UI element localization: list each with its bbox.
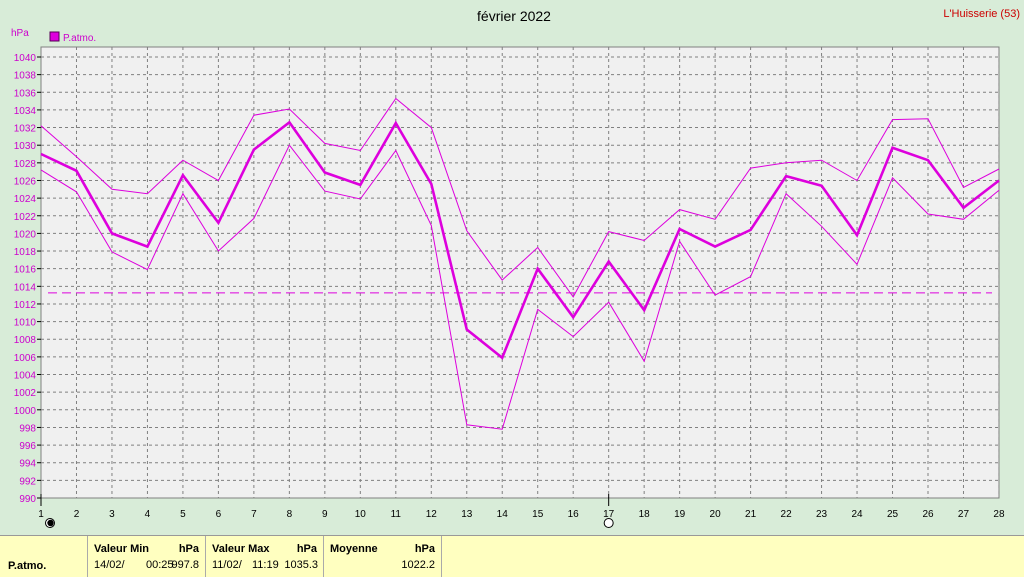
x-tick-label: 2 [74, 509, 80, 520]
pressure-chart: 9909929949969981000100210041006100810101… [11, 8, 1020, 528]
legend-label: P.atmo. [63, 33, 96, 44]
y-tick-label: 1030 [14, 141, 37, 152]
y-tick-label: 1008 [14, 335, 37, 346]
y-tick-label: 1016 [14, 265, 37, 276]
y-tick-label: 1036 [14, 88, 37, 99]
grid [41, 47, 1000, 498]
stats-min-title: Valeur Min [94, 543, 150, 555]
series-mean-line [40, 120, 1000, 360]
x-tick-label: 22 [781, 509, 793, 520]
y-tick-label: 1032 [14, 124, 37, 135]
y-tick-label: 1004 [14, 371, 37, 382]
x-tick-label: 28 [993, 509, 1005, 520]
x-tick-label: 14 [497, 509, 509, 520]
y-tick-label: 1000 [14, 406, 37, 417]
x-tick-label: 6 [216, 509, 222, 520]
x-tick-label: 10 [355, 509, 367, 520]
x-tick-label: 13 [461, 509, 473, 520]
x-axis-ticks: 1 2 3 4 5 6 7 8 9 10 11 12 13 14 15 16 17 18 19 20 21 22 23 24 2… [38, 509, 1005, 520]
x-tick-label: 18 [639, 509, 651, 520]
y-tick-label: 1034 [14, 106, 37, 117]
x-tick-label: 1 [38, 509, 44, 520]
y-tick-label: 996 [19, 441, 36, 452]
location-label: L'Huisserie (53) [943, 8, 1020, 20]
series-max-line [40, 97, 1000, 298]
stats-max-cell: Valeur Max hPa 11/02/ 11:19 1035.3 [206, 536, 324, 577]
x-tick-label: 9 [322, 509, 328, 520]
stats-avg-unit: hPa [414, 543, 435, 555]
y-tick-label: 998 [19, 423, 36, 434]
x-tick-label: 26 [922, 509, 934, 520]
y-tick-label: 1026 [14, 176, 37, 187]
moon-markers [40, 494, 614, 528]
stats-min-date: 14/02/ [94, 559, 125, 571]
x-tick-label: 27 [958, 509, 970, 520]
y-tick-label: 1018 [14, 247, 37, 258]
y-axis-ticks: 990 992 994 996 998 1000 1002 1004 1006 1008 1010 1… [14, 53, 41, 505]
x-tick-label: 15 [532, 509, 544, 520]
x-tick-label: 17 [603, 509, 615, 520]
y-tick-label: 994 [19, 459, 36, 470]
stats-min-value: 997.8 [171, 559, 199, 571]
x-tick-label: 19 [674, 509, 686, 520]
x-tick-label: 24 [851, 509, 863, 520]
x-tick-label: 12 [426, 509, 438, 520]
stats-max-value: 1035.3 [284, 559, 318, 571]
stats-min-time: 00:25 [146, 559, 174, 571]
stats-avg-value: 1022.2 [401, 559, 435, 571]
x-tick-label: 4 [145, 509, 151, 520]
y-tick-label: 992 [19, 476, 36, 487]
x-tick-label: 7 [251, 509, 257, 520]
y-tick-label: 990 [19, 494, 36, 505]
stats-max-time: 11:19 [252, 559, 279, 571]
stats-avg-cell: Moyenne hPa 1022.2 [324, 536, 442, 577]
chart-title: février 2022 [477, 8, 551, 24]
stats-min-unit: hPa [178, 543, 199, 555]
x-tick-label: 25 [887, 509, 899, 520]
y-tick-label: 1014 [14, 282, 37, 293]
x-tick-label: 20 [710, 509, 722, 520]
stats-panel: P.atmo. Valeur Min hPa 14/02/ 00:25 997.… [0, 535, 1024, 577]
y-tick-label: 1038 [14, 71, 37, 82]
y-tick-label: 1020 [14, 229, 37, 240]
stats-max-title: Valeur Max [212, 543, 270, 555]
y-tick-label: 1002 [14, 388, 37, 399]
y-tick-label: 1010 [14, 318, 37, 329]
y-tick-label: 1006 [14, 353, 37, 364]
stats-max-unit: hPa [296, 543, 317, 555]
stats-min-cell: Valeur Min hPa 14/02/ 00:25 997.8 [88, 536, 206, 577]
x-tick-label: 3 [109, 509, 115, 520]
legend-swatch [49, 31, 60, 42]
y-tick-label: 1012 [14, 300, 37, 311]
x-tick-label: 16 [568, 509, 580, 520]
x-tick-label: 23 [816, 509, 828, 520]
series-min-line [40, 144, 1000, 430]
x-tick-label: 5 [180, 509, 186, 520]
x-tick-label: 21 [745, 509, 757, 520]
x-tick-label: 8 [287, 509, 293, 520]
stats-max-date: 11/02/ [212, 559, 242, 571]
y-tick-label: 1028 [14, 159, 37, 170]
y-axis-unit: hPa [11, 28, 29, 39]
plot-area [40, 46, 1000, 499]
new-moon-fill [47, 519, 54, 527]
stats-avg-title: Moyenne [330, 543, 378, 555]
y-tick-label: 1022 [14, 212, 37, 223]
x-tick-label: 11 [391, 509, 402, 520]
y-tick-label: 1040 [14, 53, 37, 64]
stats-row-label: P.atmo. [8, 560, 47, 572]
y-tick-label: 1024 [14, 194, 37, 205]
stats-row-label-cell: P.atmo. [0, 536, 88, 577]
full-moon-icon [603, 518, 614, 528]
